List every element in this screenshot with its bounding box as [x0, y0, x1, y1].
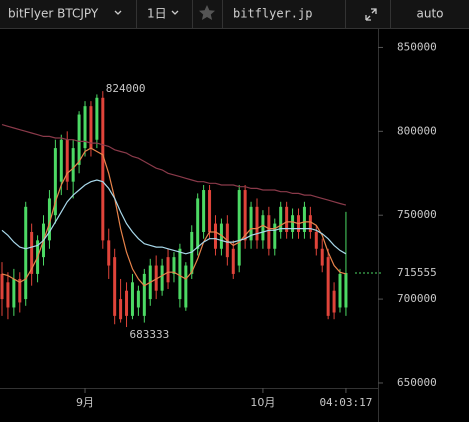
- candle-body: [326, 257, 330, 316]
- candle-body: [184, 265, 188, 308]
- interval-selector[interactable]: 1日: [147, 7, 167, 21]
- candle-body: [89, 106, 93, 149]
- candle-body: [136, 290, 140, 308]
- candle-body: [59, 139, 63, 182]
- x-tick-label: 10月: [250, 396, 275, 409]
- candle-body: [172, 257, 176, 274]
- candle-body: [24, 206, 28, 300]
- candle-body: [190, 231, 194, 274]
- y-tick-label: 800000: [397, 124, 437, 137]
- y-tick-label: 850000: [397, 40, 437, 53]
- candle-body: [0, 273, 4, 300]
- candle-body: [208, 190, 212, 232]
- candle-body: [261, 215, 265, 241]
- candle-body: [279, 206, 283, 232]
- candle-body: [302, 206, 306, 232]
- chevron: [114, 10, 122, 15]
- chevron: [171, 10, 179, 15]
- candle-body: [285, 206, 289, 232]
- moving-average-line: [1, 124, 347, 206]
- candle-body: [237, 190, 241, 266]
- candle-body: [291, 215, 295, 232]
- candle-body: [202, 190, 206, 232]
- candle-body: [160, 265, 164, 291]
- candle-body: [196, 198, 200, 249]
- current-time-label: 04:03:17: [319, 396, 372, 409]
- candle-body: [154, 265, 158, 291]
- candle-body: [95, 97, 99, 140]
- candle-body: [320, 248, 324, 266]
- candle-body: [267, 215, 271, 249]
- candle-body: [166, 257, 170, 283]
- candle-body: [83, 106, 87, 149]
- candle-body: [332, 290, 336, 313]
- candle-body: [255, 206, 259, 241]
- candle-body: [101, 97, 105, 241]
- candle-body: [53, 148, 57, 216]
- candle-body: [273, 223, 277, 249]
- high-annotation: 824000: [106, 82, 146, 95]
- candle-body: [119, 299, 123, 320]
- x-tick-label: 9月: [76, 396, 94, 409]
- favorite-button[interactable]: [199, 5, 215, 20]
- candle-body: [77, 114, 81, 165]
- candle-body: [12, 278, 16, 308]
- candle-body: [338, 273, 342, 308]
- candle-body: [314, 231, 318, 249]
- candle-body: [107, 240, 111, 266]
- current-price-label: 715555: [397, 266, 437, 279]
- candle-body: [249, 206, 253, 241]
- candle-body: [47, 198, 51, 241]
- candle-body: [18, 278, 22, 303]
- candle-body: [243, 190, 247, 241]
- candle-body: [113, 257, 117, 316]
- candle-body: [308, 215, 312, 232]
- candle-body: [142, 273, 146, 316]
- y-tick-label: 700000: [397, 292, 437, 305]
- moving-average-line: [1, 179, 347, 255]
- candle-body: [344, 272, 348, 308]
- candle-body: [30, 231, 34, 274]
- candle-body: [125, 290, 129, 316]
- candle-body: [213, 223, 217, 249]
- candle-body: [6, 282, 10, 308]
- low-annotation: 683333: [130, 328, 170, 341]
- fullscreen-button[interactable]: [365, 8, 377, 21]
- candle-body: [71, 148, 75, 182]
- site-link[interactable]: bitflyer.jp: [233, 7, 312, 21]
- candle-body: [65, 139, 69, 182]
- y-tick-label: 650000: [397, 376, 437, 389]
- candle-body: [130, 282, 134, 316]
- candle-body: [231, 248, 235, 274]
- candle-body: [178, 248, 182, 300]
- candle-body: [219, 223, 223, 249]
- y-tick-label: 750000: [397, 208, 437, 221]
- symbol-selector[interactable]: bitFlyer BTCJPY: [8, 7, 99, 21]
- scale-mode[interactable]: auto: [416, 7, 443, 21]
- moving-average-line: [1, 147, 347, 287]
